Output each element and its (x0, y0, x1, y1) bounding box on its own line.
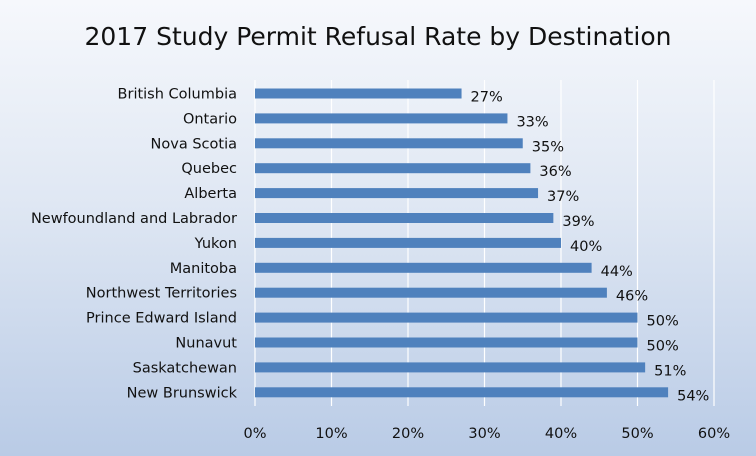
x-tick-label: 60% (698, 426, 730, 442)
category-label: Nunavut (175, 336, 237, 352)
category-label: Alberta (184, 186, 237, 202)
data-label: 27% (471, 90, 503, 106)
data-label: 40% (570, 239, 602, 255)
x-tick-label: 50% (621, 426, 653, 442)
bar (255, 337, 638, 348)
bar (255, 287, 607, 298)
category-label: Ontario (183, 111, 237, 127)
data-label: 46% (616, 289, 648, 305)
category-label: British Columbia (118, 87, 237, 103)
chart-title: 2017 Study Permit Refusal Rate by Destin… (84, 22, 672, 51)
bar (255, 88, 462, 99)
category-label: Quebec (181, 161, 237, 177)
x-tick-label: 10% (315, 426, 347, 442)
data-label: 51% (654, 363, 686, 379)
data-label: 44% (601, 264, 633, 280)
bar (255, 188, 539, 199)
category-label: Yukon (194, 236, 237, 252)
x-tick-label: 40% (545, 426, 577, 442)
data-label: 54% (677, 388, 709, 404)
bar (255, 113, 508, 124)
data-label: 50% (647, 339, 679, 355)
data-label: 50% (647, 314, 679, 330)
bar (255, 312, 638, 323)
x-tick-label: 30% (468, 426, 500, 442)
data-label: 37% (547, 189, 579, 205)
bar (255, 237, 561, 248)
bar (255, 163, 531, 174)
category-label: Nova Scotia (151, 136, 237, 152)
x-tick-label: 0% (243, 426, 266, 442)
data-label: 33% (516, 114, 548, 130)
category-label: New Brunswick (127, 385, 238, 401)
bar (255, 138, 523, 149)
x-tick-label: 20% (392, 426, 424, 442)
bar (255, 362, 646, 373)
category-label: Newfoundland and Labrador (31, 211, 237, 227)
data-label: 35% (532, 139, 564, 155)
data-label: 36% (539, 164, 571, 180)
category-label: Prince Edward Island (86, 311, 237, 327)
bar (255, 387, 669, 398)
category-label: Northwest Territories (86, 286, 237, 302)
bar (255, 213, 554, 223)
data-label: 39% (562, 214, 594, 230)
category-label: Manitoba (170, 261, 237, 277)
category-label: Saskatchewan (133, 360, 237, 376)
bar (255, 262, 592, 273)
